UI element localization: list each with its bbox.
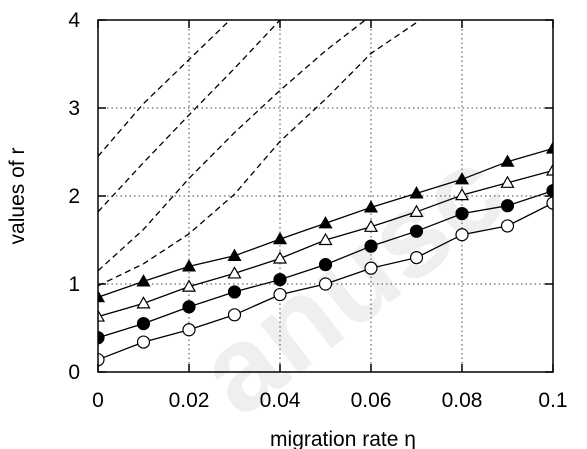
data-point: [227, 285, 242, 299]
series-layer: [98, 20, 553, 367]
series-line: [98, 22, 417, 287]
y-axis-title: values of r: [6, 148, 29, 245]
data-point: [136, 296, 151, 309]
series-line: [98, 20, 231, 157]
series-1: [98, 141, 553, 303]
series-line: [98, 20, 367, 272]
series-line: [98, 20, 281, 213]
data-point: [455, 207, 469, 221]
data-point: [500, 154, 515, 167]
data-point: [98, 309, 106, 322]
data-point: [363, 200, 379, 213]
data-point: [181, 279, 197, 292]
data-point: [409, 186, 424, 199]
series-5: [98, 20, 231, 157]
x-tick-label: 0.06: [351, 389, 392, 412]
x-tick-label: 0.1: [538, 389, 567, 412]
data-point: [409, 251, 424, 265]
data-point: [546, 184, 553, 198]
data-point: [364, 261, 378, 275]
data-point: [182, 300, 196, 314]
data-point: [98, 289, 106, 303]
x-tick-label: 0.04: [260, 389, 301, 412]
data-point: [500, 175, 515, 188]
series-6: [98, 20, 281, 213]
data-point: [227, 248, 242, 261]
data-point: [272, 231, 288, 245]
data-point: [273, 273, 287, 287]
data-point: [273, 287, 287, 302]
x-tick-label: 0.02: [169, 389, 210, 412]
x-tick-label: 0: [92, 389, 104, 412]
data-point: [364, 239, 378, 253]
y-tick-label: 3: [68, 97, 80, 120]
data-point: [545, 163, 553, 176]
ticks: 0 0.02 0.04 0.06 0.08 0.1 0 1 2 3 4: [68, 9, 567, 412]
data-point: [181, 259, 197, 272]
y-tick-label: 1: [68, 273, 80, 296]
y-tick-label: 0: [68, 361, 80, 384]
data-point: [318, 232, 333, 246]
data-point: [546, 196, 553, 210]
series-4: [98, 196, 553, 367]
data-point: [272, 251, 288, 264]
series-8: [98, 22, 417, 287]
data-point: [318, 258, 333, 272]
data-point: [98, 353, 105, 367]
x-axis-title: migration rate η: [270, 428, 416, 449]
data-point: [363, 219, 379, 232]
y-tick-label: 2: [68, 185, 80, 208]
data-point: [182, 323, 196, 337]
data-point: [136, 274, 151, 287]
data-point: [454, 172, 470, 185]
data-point: [545, 141, 553, 154]
data-point: [409, 204, 424, 217]
data-point: [136, 317, 151, 331]
data-point: [409, 224, 424, 238]
x-tick-label: 0.08: [442, 389, 483, 412]
data-point: [227, 266, 242, 279]
data-point: [136, 335, 151, 349]
series-2: [98, 163, 553, 322]
data-point: [500, 219, 515, 233]
data-point: [500, 199, 515, 213]
data-point: [98, 331, 105, 345]
series-7: [98, 20, 367, 272]
data-point: [227, 308, 242, 322]
series-3: [98, 184, 553, 345]
data-point: [318, 216, 333, 229]
y-tick-label: 4: [68, 9, 80, 32]
data-point: [318, 277, 333, 291]
data-point: [455, 228, 469, 242]
data-point: [454, 187, 470, 201]
